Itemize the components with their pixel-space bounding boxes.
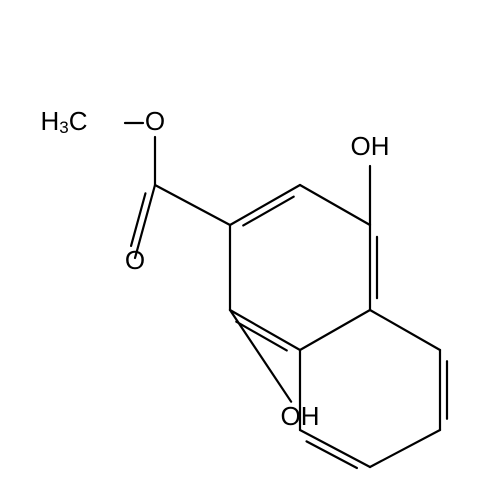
- molecule-diagram: O O OH OH H3C: [0, 0, 500, 500]
- svg-text:H3C: H3C: [40, 106, 87, 138]
- svg-text:O: O: [125, 245, 145, 275]
- svg-text:OH: OH: [280, 401, 319, 431]
- svg-text:OH: OH: [350, 131, 389, 161]
- svg-text:O: O: [145, 106, 165, 136]
